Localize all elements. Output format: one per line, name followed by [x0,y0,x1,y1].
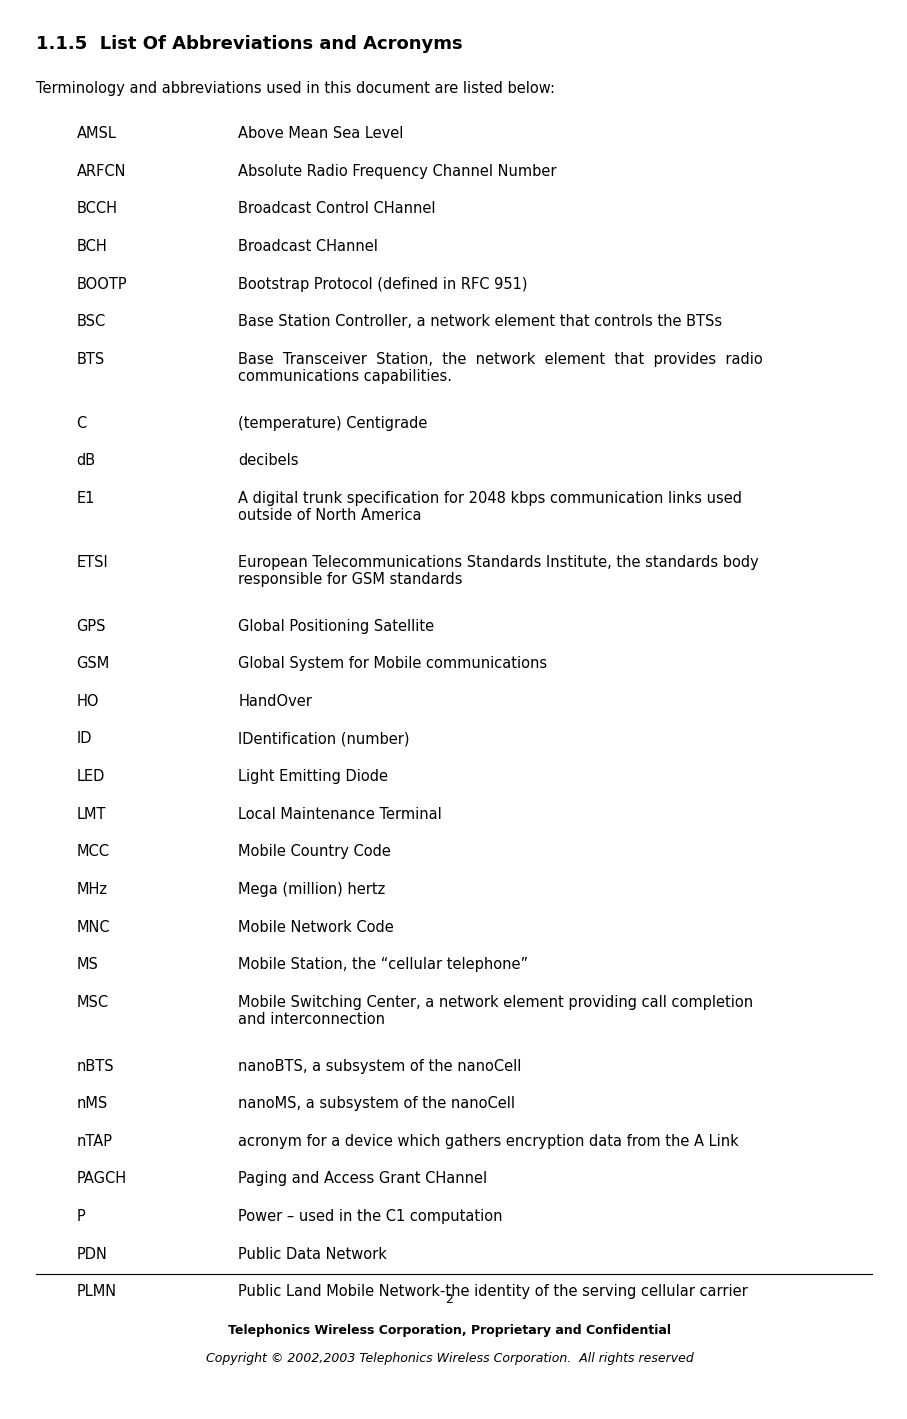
Text: nBTS: nBTS [76,1059,114,1074]
Text: PDN: PDN [76,1247,107,1261]
Text: nTAP: nTAP [76,1134,112,1149]
Text: European Telecommunications Standards Institute, the standards body
responsible : European Telecommunications Standards In… [239,555,759,587]
Text: GPS: GPS [76,619,106,634]
Text: Local Maintenance Terminal: Local Maintenance Terminal [239,806,442,822]
Text: PAGCH: PAGCH [76,1172,127,1186]
Text: BOOTP: BOOTP [76,277,127,292]
Text: C: C [76,416,87,431]
Text: Base  Transceiver  Station,  the  network  element  that  provides  radio
commun: Base Transceiver Station, the network el… [239,352,763,385]
Text: MCC: MCC [76,844,110,860]
Text: IDentification (number): IDentification (number) [239,731,410,746]
Text: A digital trunk specification for 2048 kbps communication links used
outside of : A digital trunk specification for 2048 k… [239,491,742,524]
Text: nMS: nMS [76,1097,108,1111]
Text: Light Emitting Diode: Light Emitting Diode [239,769,388,785]
Text: 2: 2 [445,1293,454,1305]
Text: BCCH: BCCH [76,201,117,217]
Text: BCH: BCH [76,238,107,254]
Text: MNC: MNC [76,920,110,935]
Text: Telephonics Wireless Corporation, Proprietary and Confidential: Telephonics Wireless Corporation, Propri… [228,1324,671,1337]
Text: MHz: MHz [76,881,107,897]
Text: 1.1.5  List Of Abbreviations and Acronyms: 1.1.5 List Of Abbreviations and Acronyms [36,35,463,54]
Text: Global Positioning Satellite: Global Positioning Satellite [239,619,434,634]
Text: Bootstrap Protocol (defined in RFC 951): Bootstrap Protocol (defined in RFC 951) [239,277,528,292]
Text: Above Mean Sea Level: Above Mean Sea Level [239,126,404,142]
Text: Mobile Switching Center, a network element providing call completion
and interco: Mobile Switching Center, a network eleme… [239,995,754,1027]
Text: Paging and Access Grant CHannel: Paging and Access Grant CHannel [239,1172,487,1186]
Text: decibels: decibels [239,453,298,468]
Text: Broadcast Control CHannel: Broadcast Control CHannel [239,201,435,217]
Text: MS: MS [76,958,98,972]
Text: Mobile Country Code: Mobile Country Code [239,844,391,860]
Text: HO: HO [76,694,99,710]
Text: Mega (million) hertz: Mega (million) hertz [239,881,385,897]
Text: Public Land Mobile Network-the identity of the serving cellular carrier: Public Land Mobile Network-the identity … [239,1284,748,1300]
Text: AMSL: AMSL [76,126,116,142]
Text: Terminology and abbreviations used in this document are listed below:: Terminology and abbreviations used in th… [36,81,555,96]
Text: Mobile Station, the “cellular telephone”: Mobile Station, the “cellular telephone” [239,958,529,972]
Text: GSM: GSM [76,656,110,671]
Text: HandOver: HandOver [239,694,312,710]
Text: LMT: LMT [76,806,106,822]
Text: Copyright © 2002,2003 Telephonics Wireless Corporation.  All rights reserved: Copyright © 2002,2003 Telephonics Wirele… [206,1352,693,1365]
Text: Public Data Network: Public Data Network [239,1247,387,1261]
Text: Absolute Radio Frequency Channel Number: Absolute Radio Frequency Channel Number [239,165,557,179]
Text: Broadcast CHannel: Broadcast CHannel [239,238,378,254]
Text: acronym for a device which gathers encryption data from the A Link: acronym for a device which gathers encry… [239,1134,739,1149]
Text: E1: E1 [76,491,94,507]
Text: LED: LED [76,769,105,785]
Text: BTS: BTS [76,352,104,368]
Text: Mobile Network Code: Mobile Network Code [239,920,394,935]
Text: ID: ID [76,731,92,746]
Text: ETSI: ETSI [76,555,108,570]
Text: P: P [76,1209,85,1225]
Text: BSC: BSC [76,314,105,329]
Text: Base Station Controller, a network element that controls the BTSs: Base Station Controller, a network eleme… [239,314,722,329]
Text: PLMN: PLMN [76,1284,116,1300]
Text: (temperature) Centigrade: (temperature) Centigrade [239,416,427,431]
Text: Power – used in the C1 computation: Power – used in the C1 computation [239,1209,502,1225]
Text: dB: dB [76,453,95,468]
Text: Global System for Mobile communications: Global System for Mobile communications [239,656,547,671]
Text: ARFCN: ARFCN [76,165,126,179]
Text: nanoMS, a subsystem of the nanoCell: nanoMS, a subsystem of the nanoCell [239,1097,515,1111]
Text: nanoBTS, a subsystem of the nanoCell: nanoBTS, a subsystem of the nanoCell [239,1059,522,1074]
Text: MSC: MSC [76,995,109,1010]
